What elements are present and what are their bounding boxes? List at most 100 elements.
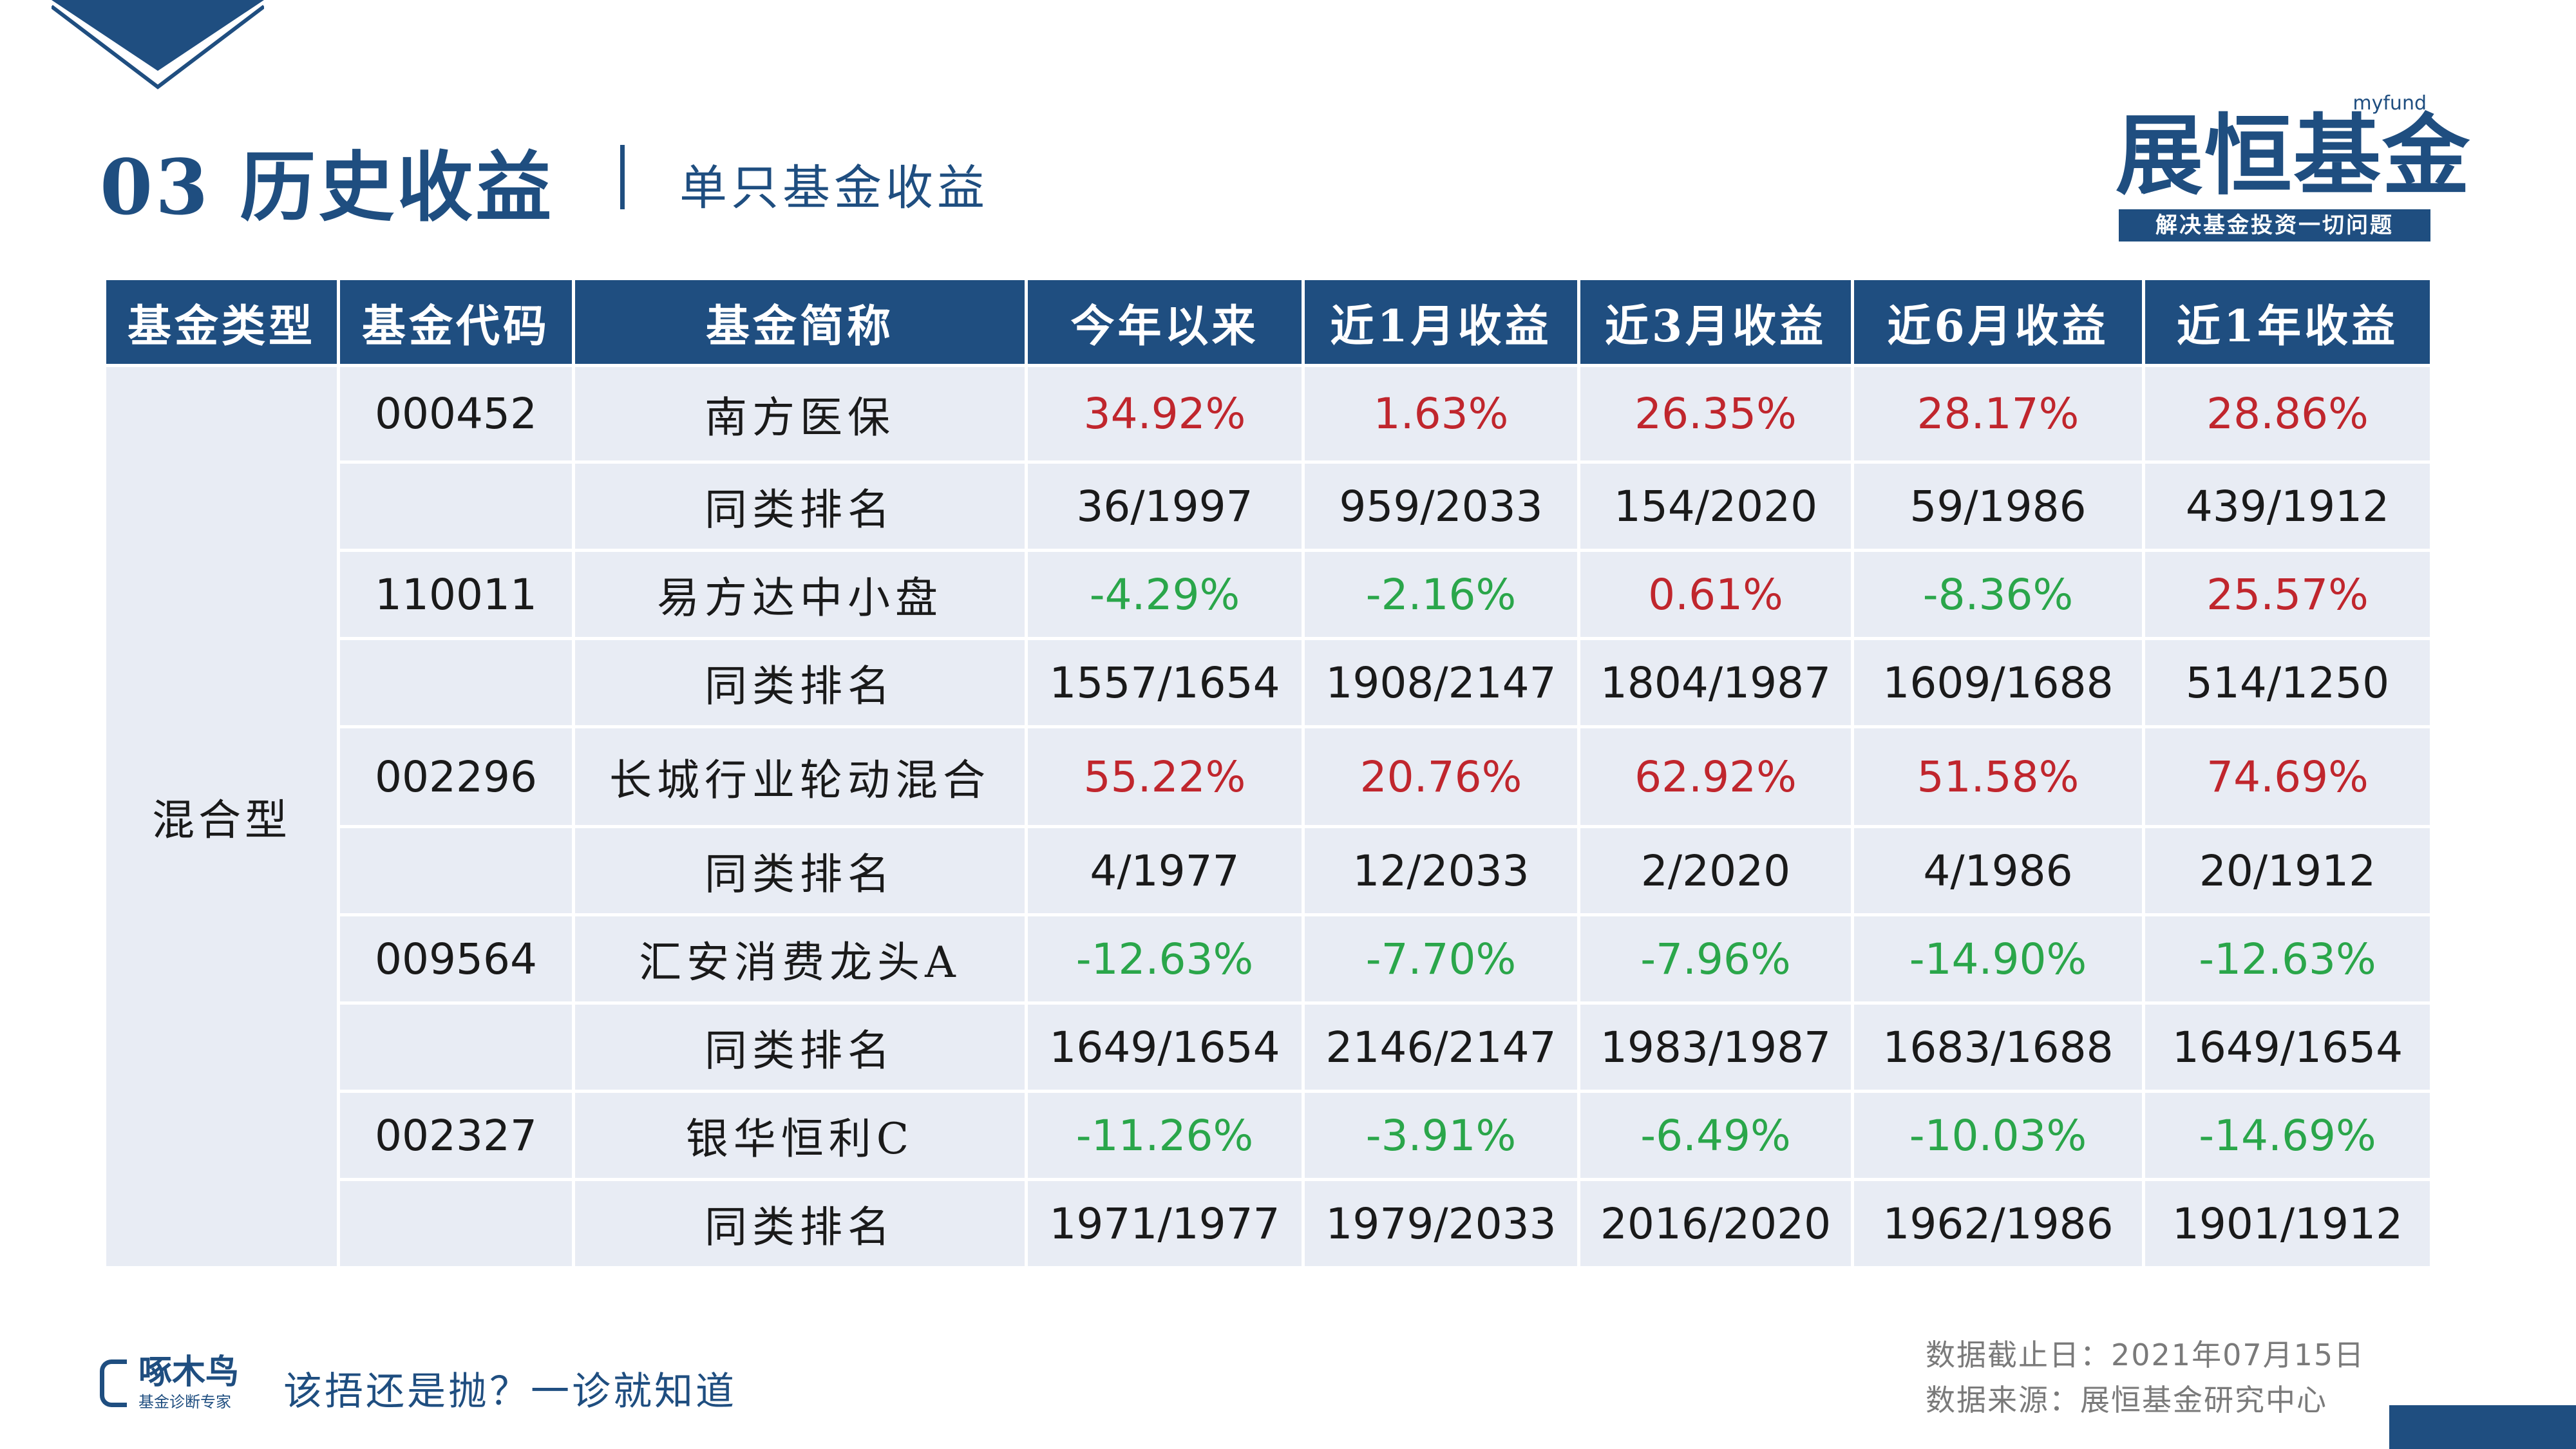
- rank-1y-cell: 1901/1912: [2142, 1178, 2433, 1269]
- return-1m-cell: 20.76%: [1302, 725, 1580, 828]
- fund-name-cell: 银华恒利C: [572, 1090, 1028, 1181]
- rank-ytd-cell: 1649/1654: [1025, 1001, 1305, 1093]
- rank-1m-cell: 1908/2147: [1302, 637, 1580, 728]
- page-subtitle: 单只基金收益: [679, 160, 989, 216]
- fund-name-cell: 长城行业轮动混合: [572, 725, 1028, 828]
- rank-ytd-cell: 1971/1977: [1025, 1178, 1305, 1269]
- table-header-row: 基金类型 基金代码 基金简称 今年以来 近1月收益 近3月收益 近6月收益 近1…: [103, 280, 2433, 366]
- rank-label-cell: 同类排名: [572, 637, 1028, 728]
- header-fund-type: 基金类型: [103, 280, 340, 366]
- header-3m: 近3月收益: [1577, 280, 1854, 366]
- fund-name-cell: 汇安消费龙头A: [572, 913, 1028, 1005]
- footer-logo-sub: 基金诊断专家: [138, 1393, 231, 1411]
- return-ytd-cell: 34.92%: [1025, 364, 1305, 464]
- brand-logo: myfund 展恒基金 解决基金投资一切问题: [2116, 87, 2470, 242]
- table-row: 002327 银华恒利C -11.26% -3.91% -6.49% -10.0…: [105, 1090, 2433, 1181]
- table-row: 混合型 000452 南方医保 34.92% 1.63% 26.35% 28.1…: [103, 364, 2433, 1269]
- footer-logo: 啄木鸟 基金诊断专家: [100, 1356, 267, 1414]
- return-ytd-cell: -4.29%: [1025, 549, 1305, 640]
- corner-block-decoration: [2389, 1405, 2576, 1449]
- fund-code-cell: [337, 460, 575, 552]
- rank-1m-cell: 1979/2033: [1302, 1178, 1580, 1269]
- rank-1m-cell: 2146/2147: [1302, 1001, 1580, 1093]
- rank-6m-cell: 1683/1688: [1851, 1001, 2145, 1093]
- data-source: 数据来源：展恒基金研究中心: [1926, 1383, 2327, 1417]
- fund-type-cell: 混合型: [103, 364, 340, 1269]
- header-1y: 近1年收益: [2142, 280, 2433, 366]
- rank-1y-cell: 1649/1654: [2142, 1001, 2433, 1093]
- fund-code-cell: [337, 1001, 575, 1093]
- rank-1y-cell: 20/1912: [2142, 825, 2433, 916]
- return-1m-cell: 1.63%: [1302, 364, 1580, 464]
- return-3m-cell: 0.61%: [1577, 549, 1854, 640]
- return-6m-cell: 28.17%: [1851, 364, 2145, 464]
- table-row: 002296 长城行业轮动混合 55.22% 20.76% 62.92% 51.…: [105, 725, 2433, 828]
- header-1m: 近1月收益: [1302, 280, 1580, 366]
- return-1y-cell: -12.63%: [2142, 913, 2433, 1005]
- rank-3m-cell: 1804/1987: [1577, 637, 1854, 728]
- table-row: 同类排名 1649/1654 2146/2147 1983/1987 1683/…: [105, 1001, 2433, 1093]
- return-ytd-cell: -11.26%: [1025, 1090, 1305, 1181]
- fund-code-cell: 009564: [337, 913, 575, 1005]
- rank-6m-cell: 1609/1688: [1851, 637, 2145, 728]
- return-ytd-cell: 55.22%: [1025, 725, 1305, 828]
- header-ytd: 今年以来: [1025, 280, 1305, 366]
- return-6m-cell: 51.58%: [1851, 725, 2145, 828]
- header-fund-code: 基金代码: [337, 280, 575, 366]
- return-1y-cell: 25.57%: [2142, 549, 2433, 640]
- header-6m: 近6月收益: [1851, 280, 2145, 366]
- title-divider: [620, 145, 625, 209]
- rank-3m-cell: 2/2020: [1577, 825, 1854, 916]
- footer-slogan: 该捂还是抛？一诊就知道: [283, 1369, 737, 1414]
- return-6m-cell: -14.90%: [1851, 913, 2145, 1005]
- brand-slogan: 解决基金投资一切问题: [2119, 209, 2430, 242]
- table-row: 同类排名 1971/1977 1979/2033 2016/2020 1962/…: [105, 1178, 2433, 1269]
- fund-code-cell: 002327: [337, 1090, 575, 1181]
- rank-label-cell: 同类排名: [572, 1178, 1028, 1269]
- return-1y-cell: 28.86%: [2142, 364, 2433, 464]
- fund-code-cell: 110011: [337, 549, 575, 640]
- brand-tag: myfund: [2353, 92, 2427, 115]
- rank-6m-cell: 4/1986: [1851, 825, 2145, 916]
- return-1m-cell: -3.91%: [1302, 1090, 1580, 1181]
- return-6m-cell: -8.36%: [1851, 549, 2145, 640]
- rank-1m-cell: 959/2033: [1302, 460, 1580, 552]
- rank-ytd-cell: 1557/1654: [1025, 637, 1305, 728]
- fund-name-cell: 南方医保: [572, 364, 1028, 464]
- fund-code-cell: 000452: [337, 364, 575, 464]
- fund-code-cell: 002296: [337, 725, 575, 828]
- rank-1y-cell: 439/1912: [2142, 460, 2433, 552]
- rank-6m-cell: 59/1986: [1851, 460, 2145, 552]
- page-title: 03 历史收益: [100, 142, 554, 232]
- rank-6m-cell: 1962/1986: [1851, 1178, 2145, 1269]
- woodpecker-icon: [100, 1359, 127, 1407]
- fund-return-table: 基金类型 基金代码 基金简称 今年以来 近1月收益 近3月收益 近6月收益 近1…: [103, 280, 2433, 1269]
- rank-label-cell: 同类排名: [572, 825, 1028, 916]
- table-row: 009564 汇安消费龙头A -12.63% -7.70% -7.96% -14…: [105, 913, 2433, 1005]
- return-3m-cell: 26.35%: [1577, 364, 1854, 464]
- return-ytd-cell: -12.63%: [1025, 913, 1305, 1005]
- return-3m-cell: -6.49%: [1577, 1090, 1854, 1181]
- fund-code-cell: [337, 825, 575, 916]
- rank-1y-cell: 514/1250: [2142, 637, 2433, 728]
- rank-ytd-cell: 36/1997: [1025, 460, 1305, 552]
- footer-logo-name: 啄木鸟: [138, 1353, 240, 1392]
- table-row: 110011 易方达中小盘 -4.29% -2.16% 0.61% -8.36%…: [105, 549, 2433, 640]
- rank-label-cell: 同类排名: [572, 1001, 1028, 1093]
- corner-chevron-decoration: [52, 0, 264, 90]
- return-1m-cell: -2.16%: [1302, 549, 1580, 640]
- fund-code-cell: [337, 1178, 575, 1269]
- table-row: 同类排名 1557/1654 1908/2147 1804/1987 1609/…: [105, 637, 2433, 728]
- return-3m-cell: -7.96%: [1577, 913, 1854, 1005]
- rank-1m-cell: 12/2033: [1302, 825, 1580, 916]
- rank-ytd-cell: 4/1977: [1025, 825, 1305, 916]
- header-fund-name: 基金简称: [572, 280, 1028, 366]
- return-1y-cell: -14.69%: [2142, 1090, 2433, 1181]
- rank-3m-cell: 2016/2020: [1577, 1178, 1854, 1269]
- table-row: 同类排名 4/1977 12/2033 2/2020 4/1986 20/191…: [105, 825, 2433, 916]
- brand-name: 展恒基金: [2116, 106, 2471, 207]
- rank-label-cell: 同类排名: [572, 460, 1028, 552]
- fund-name-cell: 易方达中小盘: [572, 549, 1028, 640]
- data-cutoff-date: 数据截止日：2021年07月15日: [1926, 1338, 2365, 1372]
- return-3m-cell: 62.92%: [1577, 725, 1854, 828]
